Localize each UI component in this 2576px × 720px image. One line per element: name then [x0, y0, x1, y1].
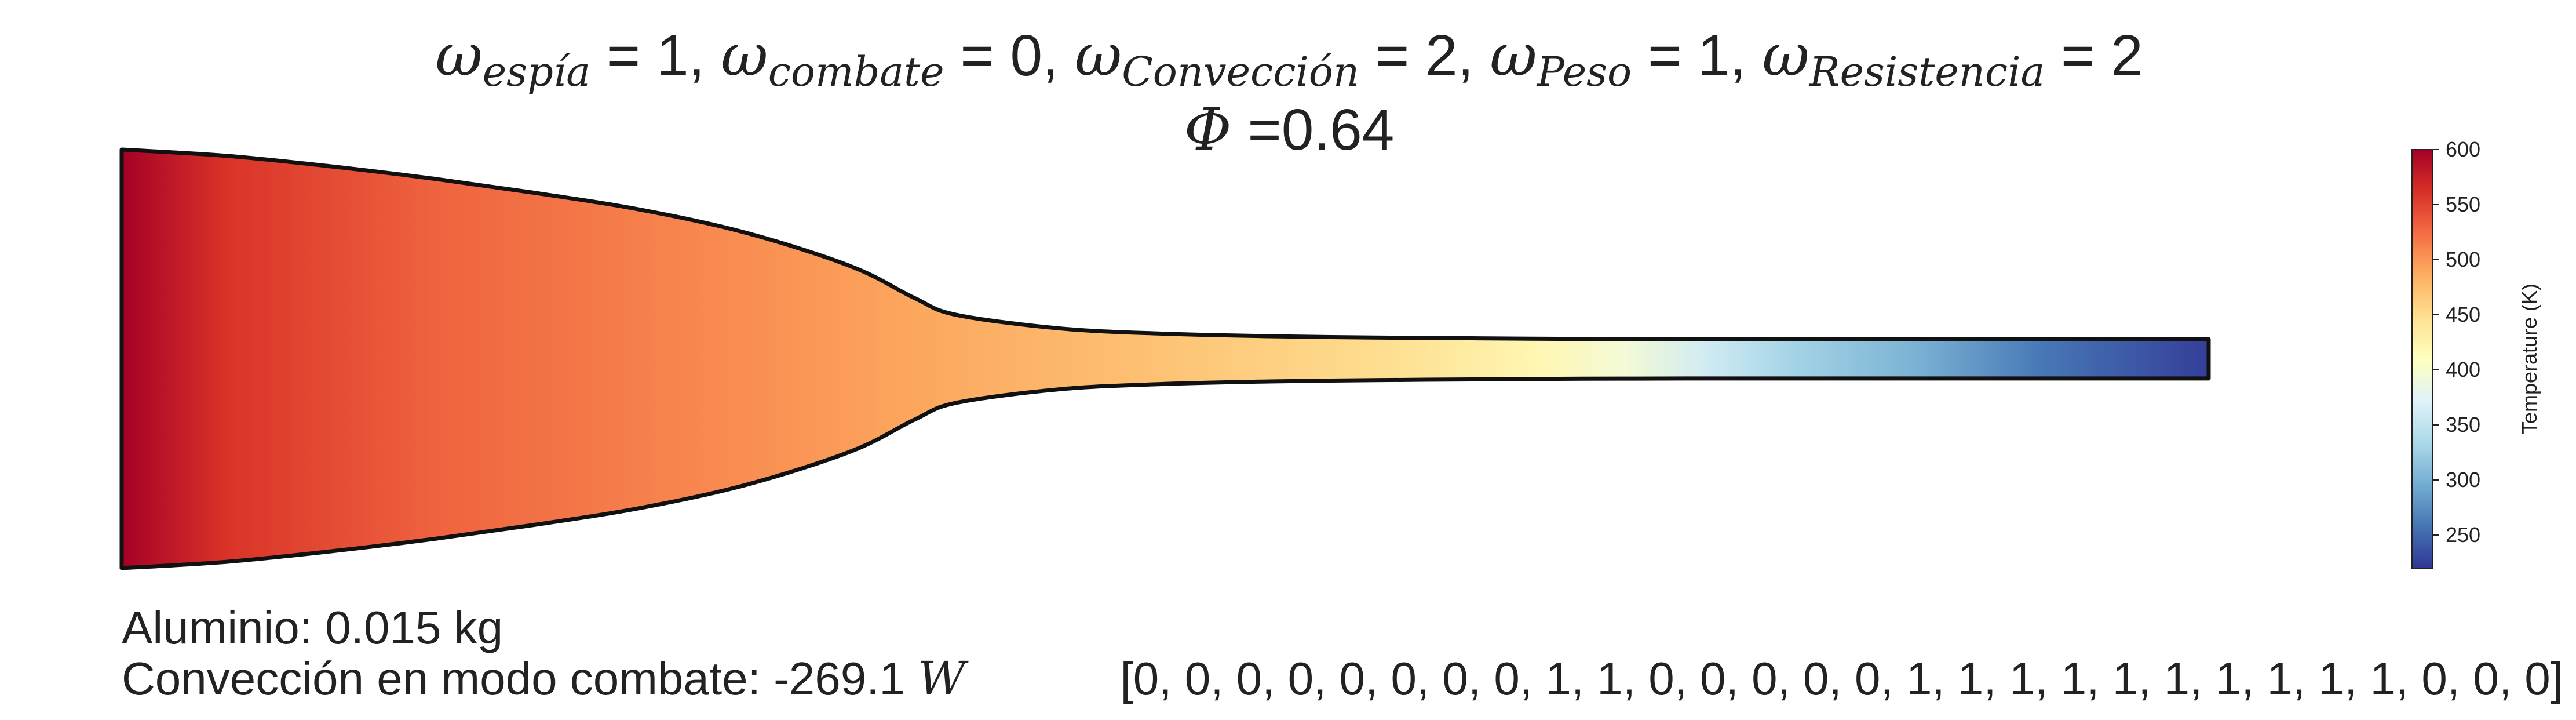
title-weight-value: = 1, [590, 23, 721, 88]
config-vector: [0, 0, 0, 0, 0, 0, 0, 0, 1, 1, 0, 0, 0, … [1121, 653, 2563, 704]
title-weight-value: = 2 [2045, 23, 2143, 88]
material-annotation: Aluminio: 0.015 kg [122, 602, 503, 653]
colorbar-bar [2411, 149, 2433, 569]
convection-annotation: Convección en modo combate: -269.1 W [122, 652, 969, 706]
title-weight-value: = 0, [944, 23, 1075, 88]
colorbar-tick-label: 300 [2446, 468, 2480, 492]
title-weight-subscript: espía [483, 48, 590, 96]
colorbar-tick-label: 500 [2446, 248, 2480, 271]
convection-text: Convección en modo combate: -269.1 [122, 653, 918, 704]
colorbar: 250 300 350 400 450 500 550 600 Temperature (K) [2411, 137, 2541, 569]
colorbar-tick-label: 600 [2446, 137, 2480, 161]
title-weight-subscript: Convección [1122, 48, 1359, 96]
title-weight-symbol: ω [1490, 21, 1537, 89]
fin-shape [119, 147, 2211, 570]
colorbar-tick-label: 450 [2446, 303, 2480, 326]
colorbar-tick-label: 350 [2446, 413, 2480, 437]
chart-title-phi: Φ =0.64 [1184, 96, 1395, 163]
title-weight-symbol: ω [721, 21, 768, 89]
title-weight-symbol: ω [1762, 21, 1809, 89]
title-weight-symbol: ω [1075, 21, 1122, 89]
title-weight-subscript: Peso [1536, 48, 1632, 96]
colorbar-tick-label: 550 [2446, 192, 2480, 216]
title-weight-subscript: combate [768, 48, 944, 96]
convection-unit: W [918, 652, 969, 706]
colorbar-tick-label: 400 [2446, 358, 2480, 381]
phi-value: =0.64 [1232, 97, 1395, 162]
colorbar-label: Temperature (K) [2517, 283, 2541, 434]
title-weight-subscript: Resistencia [1808, 48, 2045, 96]
title-weight-value: = 2, [1359, 23, 1490, 88]
colorbar-tick-label: 250 [2446, 523, 2480, 547]
title-weight-value: = 1, [1632, 23, 1762, 88]
phi-symbol: Φ [1184, 96, 1232, 163]
chart-title-weights: ωespía = 1, ωcombate = 0, ωConvección = … [435, 21, 2143, 96]
colorbar-ticks: 250 300 350 400 450 500 550 600 [2433, 137, 2480, 547]
title-weight-symbol: ω [435, 21, 483, 89]
